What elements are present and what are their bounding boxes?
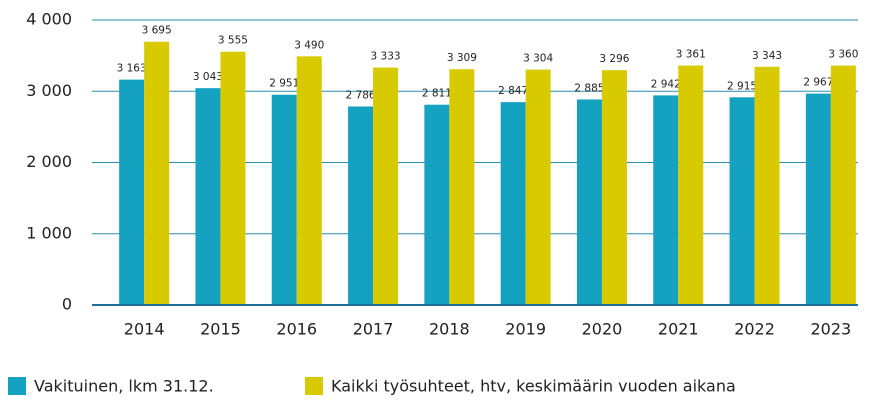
legend-label: Kaikki työsuhteet, htv, keskimäärin vuod… [331,377,736,396]
value-label: 3 490 [294,39,324,51]
bar [220,51,246,305]
bar [449,69,475,305]
x-tick-label: 2018 [429,320,470,339]
bar [271,94,297,306]
value-label: 2 942 [651,78,681,90]
value-label: 3 163 [117,63,147,75]
value-label: 3 360 [828,49,858,61]
x-tick-label: 2017 [353,320,394,339]
bar [678,65,704,305]
x-tick-label: 2015 [200,320,241,339]
bar [729,97,755,306]
y-tick-label: 2 000 [26,152,72,171]
legend-swatch [8,377,26,395]
bar [754,66,780,305]
bar [601,70,627,305]
bar [500,102,526,306]
value-label: 3 695 [142,25,172,37]
value-label: 3 309 [447,52,477,64]
value-label: 2 885 [574,82,604,94]
value-label: 3 361 [676,49,706,61]
bar [144,41,170,305]
legend-label: Vakituinen, lkm 31.12. [34,377,214,396]
bar [195,88,221,305]
bar [525,69,551,305]
y-tick-label: 0 [62,295,72,314]
bar [296,56,322,306]
value-label: 3 296 [599,53,629,65]
value-label: 2 967 [803,77,833,89]
value-label: 2 847 [498,85,528,97]
x-tick-label: 2014 [124,320,165,339]
value-label: 3 343 [752,50,782,62]
bar [119,79,145,305]
x-tick-label: 2020 [582,320,623,339]
x-tick-label: 2016 [276,320,317,339]
y-tick-label: 1 000 [26,223,72,242]
y-tick-label: 3 000 [26,81,72,100]
legend-swatch [305,377,323,395]
value-label: 2 786 [346,89,376,101]
y-tick-label: 4 000 [26,10,72,29]
value-label: 2 951 [269,78,299,90]
bar [805,93,831,305]
value-label: 3 043 [193,71,223,83]
bar [373,67,399,306]
bar [348,106,374,305]
x-tick-label: 2023 [810,320,851,339]
bar [653,95,679,305]
x-tick-label: 2021 [658,320,699,339]
value-label: 3 333 [371,51,401,63]
value-label: 3 555 [218,35,248,47]
x-tick-label: 2022 [734,320,775,339]
bar [424,104,450,305]
value-label: 2 915 [727,80,757,92]
value-label: 2 811 [422,88,452,100]
x-tick-label: 2019 [505,320,546,339]
bar [576,99,602,305]
bar [830,65,856,305]
value-label: 3 304 [523,53,553,65]
